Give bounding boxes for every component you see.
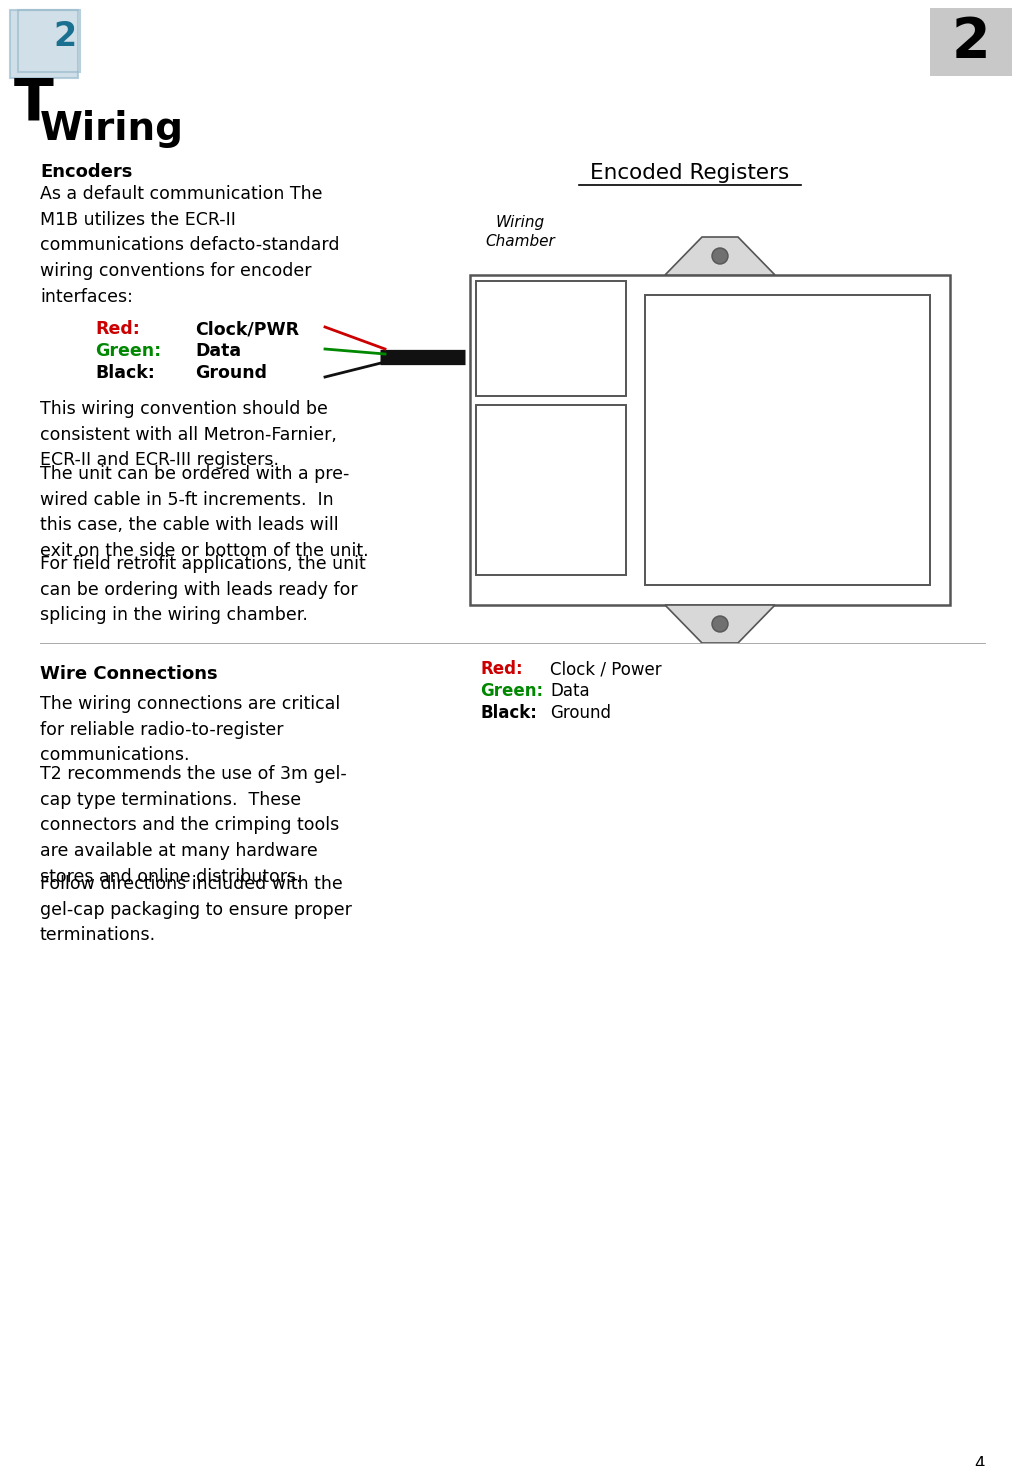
Circle shape: [712, 248, 728, 264]
Circle shape: [712, 616, 728, 632]
Text: T2 recommends the use of 3m gel-
cap type terminations.  These
connectors and th: T2 recommends the use of 3m gel- cap typ…: [40, 765, 347, 885]
Text: Wiring
Chamber: Wiring Chamber: [485, 216, 554, 249]
Text: Ground: Ground: [550, 704, 611, 721]
Text: Wiring: Wiring: [40, 110, 184, 148]
Text: Encoded Registers: Encoded Registers: [590, 163, 790, 183]
Text: 4: 4: [975, 1454, 985, 1466]
Text: Green:: Green:: [480, 682, 543, 699]
Text: As a default communication The
M1B utilizes the ECR-II
communications defacto-st: As a default communication The M1B utili…: [40, 185, 340, 306]
Text: This wiring convention should be
consistent with all Metron-Farnier,
ECR-II and : This wiring convention should be consist…: [40, 400, 337, 469]
Text: Clock / Power: Clock / Power: [550, 660, 662, 677]
Text: Green:: Green:: [95, 342, 162, 361]
Text: 2: 2: [53, 21, 76, 53]
Text: Clock/PWR: Clock/PWR: [195, 320, 299, 339]
Text: Wire Connections: Wire Connections: [40, 666, 218, 683]
Text: Follow directions included with the
gel-cap packaging to ensure proper
terminati: Follow directions included with the gel-…: [40, 875, 352, 944]
Text: 2: 2: [951, 15, 990, 69]
Text: Black:: Black:: [480, 704, 537, 721]
Text: Data: Data: [550, 682, 589, 699]
Text: Red:: Red:: [480, 660, 523, 677]
Bar: [644, 295, 930, 585]
Text: Data: Data: [195, 342, 241, 361]
Bar: [930, 7, 1012, 76]
Polygon shape: [665, 237, 775, 276]
Bar: [470, 276, 950, 605]
Text: The unit can be ordered with a pre-
wired cable in 5-ft increments.  In
this cas: The unit can be ordered with a pre- wire…: [40, 465, 368, 560]
Bar: [10, 10, 78, 78]
Bar: [476, 405, 626, 575]
Bar: [10, 10, 78, 78]
Text: T: T: [14, 76, 54, 133]
Text: The wiring connections are critical
for reliable radio-to-register
communication: The wiring connections are critical for …: [40, 695, 341, 764]
Text: For field retrofit applications, the unit
can be ordering with leads ready for
s: For field retrofit applications, the uni…: [40, 556, 366, 625]
Text: Encoders: Encoders: [40, 163, 132, 180]
Text: Ground: Ground: [195, 364, 267, 383]
Bar: [18, 10, 80, 72]
Bar: [476, 281, 626, 396]
Polygon shape: [665, 605, 775, 644]
Text: Red:: Red:: [95, 320, 140, 339]
Text: Black:: Black:: [95, 364, 154, 383]
